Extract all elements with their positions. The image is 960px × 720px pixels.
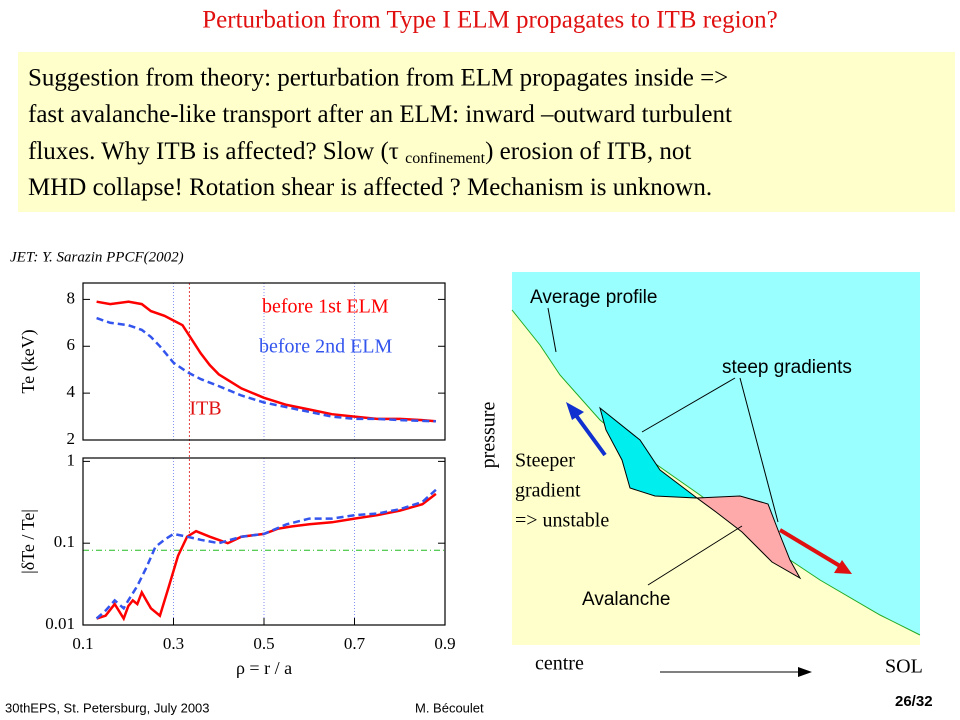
y-axis-label: |δTe / Te| [18, 509, 38, 574]
x-axis-label: ρ = r / a [236, 658, 292, 678]
x-tick-label: 0.3 [163, 634, 184, 653]
diagram-label: gradient [515, 480, 581, 502]
data-line [96, 316, 436, 423]
x-tick-label: 0.9 [434, 634, 455, 653]
summary-line: fluxes. Why ITB is affected? Slow (τ con… [28, 138, 691, 167]
annotation: ITB [189, 398, 221, 420]
summary-text: ) erosion of ITB, not [485, 138, 691, 165]
footer-event: 30thEPS, St. Petersburg, July 2003 [5, 700, 210, 715]
summary: Suggestion from theory: perturbation fro… [28, 65, 732, 202]
page-number: 26/32 [895, 693, 933, 710]
x-tick-label: 0.7 [344, 634, 366, 653]
plot-frame [82, 282, 446, 441]
diagram-label: Steeper [515, 450, 575, 472]
summary-line: MHD collapse! Rotation shear is affected… [28, 174, 712, 201]
summary-line: Suggestion from theory: perturbation fro… [28, 65, 728, 92]
pointer [739, 377, 779, 523]
summary-text: fluxes. Why ITB is affected? Slow (τ [28, 138, 405, 165]
pointer [641, 377, 736, 433]
footer-author: M. Bécoulet [415, 700, 484, 715]
data-line [95, 488, 437, 620]
diagram-label: centre [535, 653, 584, 675]
outward-arrow [778, 528, 842, 568]
y-tick-label: 1 [67, 450, 76, 469]
data-line [96, 492, 437, 622]
y-axis-label: Te (keV) [18, 329, 39, 393]
average-profile [511, 309, 921, 636]
y-tick-label: 6 [67, 335, 76, 354]
subscript: confinement [405, 150, 486, 167]
data-line [96, 300, 437, 423]
inward-arrow-head [566, 402, 584, 420]
x-tick-label: 0.1 [72, 634, 93, 653]
avalanche-blob [695, 495, 802, 580]
below-profile [512, 310, 920, 645]
x-tick-label: 0.5 [253, 634, 274, 653]
y-tick-label: 2 [67, 429, 76, 448]
y-tick-label: 0.01 [45, 614, 75, 633]
legend-entry: before 1st ELM [262, 296, 389, 318]
citation: JET: Y. Sarazin PPCF(2002) [10, 249, 184, 265]
diagram-label: SOL [885, 656, 923, 678]
diagram: Average profile steep gradients Avalanch… [478, 272, 923, 678]
y-tick-label: 4 [67, 382, 76, 401]
direction-arrow-head [798, 667, 812, 677]
diagram-ylabel: pressure [478, 402, 500, 469]
diagram-label: Average profile [530, 287, 657, 308]
steep-blob [599, 406, 699, 499]
diagram-label: Avalanche [582, 589, 670, 610]
slide-title: Perturbation from Type I ELM propagates … [202, 7, 777, 34]
diagram-label: => unstable [515, 510, 609, 532]
outward-arrow-head [834, 560, 852, 574]
inward-arrow [573, 412, 607, 457]
summary-box [18, 52, 955, 212]
legend-entry: before 2nd ELM [259, 336, 393, 358]
diagram-label: steep gradients [722, 357, 852, 378]
summary-line: fast avalanche-like transport after an E… [28, 101, 732, 128]
pointer [647, 525, 743, 586]
pointer [547, 307, 557, 353]
y-tick-label: 0.1 [54, 532, 75, 551]
y-tick-label: 8 [67, 288, 76, 307]
